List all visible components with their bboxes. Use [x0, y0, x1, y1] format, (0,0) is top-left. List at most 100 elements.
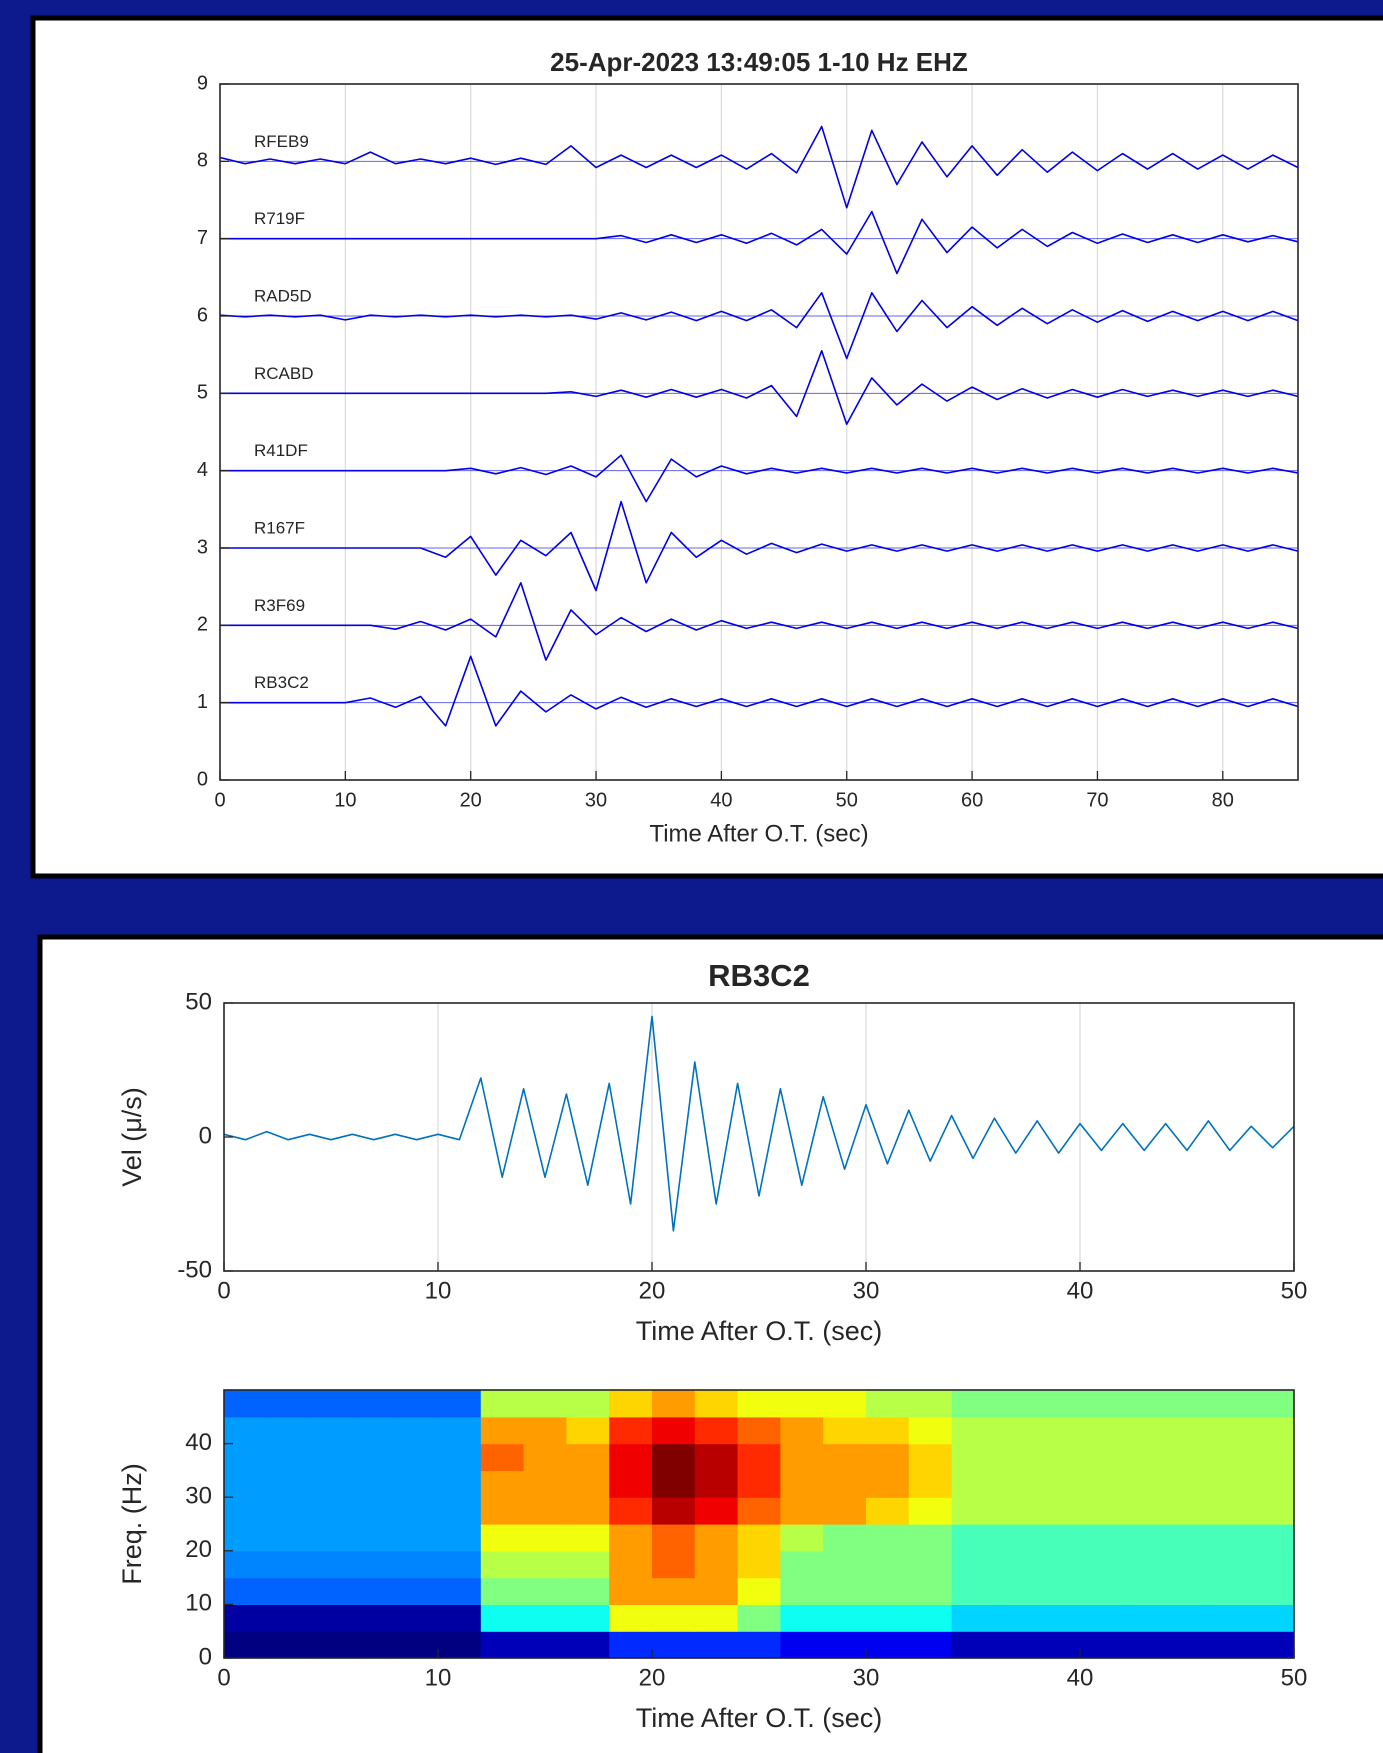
heatmap-cell	[1080, 1631, 1124, 1659]
heatmap-cell	[1037, 1497, 1081, 1525]
heatmap-cell	[1208, 1604, 1252, 1632]
heatmap-cell	[1165, 1577, 1209, 1605]
chart-title: RB3C2	[708, 958, 810, 993]
heatmap-cell	[1080, 1443, 1124, 1471]
heatmap-cell	[866, 1390, 910, 1418]
heatmap-cell	[866, 1604, 910, 1632]
heatmap-cell	[1208, 1497, 1252, 1525]
heatmap-cell	[1165, 1631, 1209, 1659]
heatmap-cell	[908, 1550, 953, 1579]
heatmap-cell	[1080, 1577, 1124, 1605]
heatmap-cell	[994, 1550, 1038, 1579]
heatmap-cell	[1037, 1524, 1081, 1552]
heatmap-cell	[866, 1443, 910, 1471]
heatmap-cell	[1037, 1604, 1081, 1632]
heatmap-cell	[566, 1631, 610, 1659]
x-axis-label: Time After O.T. (sec)	[649, 820, 868, 847]
x-tick-label: 40	[710, 789, 732, 811]
trace-label: R167F	[254, 518, 305, 537]
trace	[220, 350, 1299, 426]
heatmap-cell	[823, 1416, 867, 1445]
heatmap-cell	[609, 1416, 653, 1445]
heatmap-cell	[352, 1550, 396, 1579]
heatmap-cell	[1037, 1577, 1081, 1605]
x-tick-label: 0	[217, 1664, 230, 1691]
heatmap-cell	[1080, 1416, 1124, 1445]
heatmap-cell	[866, 1497, 910, 1525]
heatmap-cell	[694, 1443, 739, 1471]
heatmap-cell	[309, 1470, 353, 1498]
heatmap-cell	[480, 1497, 525, 1525]
heatmap-cell	[1165, 1470, 1209, 1498]
heatmap-cell	[309, 1631, 353, 1659]
heatmap-cell	[566, 1390, 610, 1418]
heatmap-cell	[823, 1604, 867, 1632]
heatmap-cell	[780, 1550, 824, 1579]
heatmap-cell	[395, 1470, 439, 1498]
heatmap-cell	[652, 1416, 696, 1445]
heatmap-cell	[224, 1470, 268, 1498]
heatmap-cell	[480, 1390, 525, 1418]
heatmap-cell	[908, 1604, 953, 1632]
heatmap-cell	[309, 1390, 353, 1418]
x-axis-label: Time After O.T. (sec)	[636, 1703, 883, 1733]
heatmap-cell	[994, 1443, 1038, 1471]
heatmap-cell	[780, 1470, 824, 1498]
x-tick-label: 80	[1212, 789, 1234, 811]
heatmap-cell	[908, 1577, 953, 1605]
heatmap-cell	[566, 1416, 610, 1445]
heatmap-cell	[438, 1577, 482, 1605]
heatmap-cell	[266, 1416, 311, 1445]
heatmap-cell	[1122, 1497, 1167, 1525]
heatmap-cell	[309, 1443, 353, 1471]
heatmap-cell	[780, 1390, 824, 1418]
x-tick-label: 40	[1067, 1277, 1094, 1304]
heatmap-cell	[951, 1524, 995, 1552]
heatmap-cell	[652, 1604, 696, 1632]
heatmap-cell	[866, 1416, 910, 1445]
heatmap-cell	[352, 1443, 396, 1471]
heatmap-cell	[652, 1577, 696, 1605]
heatmap-cell	[266, 1470, 311, 1498]
x-tick-label: 50	[836, 789, 858, 811]
heatmap-cell	[866, 1524, 910, 1552]
heatmap-cell	[1037, 1631, 1081, 1659]
trace-label: R719F	[254, 209, 305, 228]
heatmap-cell	[1165, 1524, 1209, 1552]
heatmap-cell	[994, 1524, 1038, 1552]
heatmap-cell	[951, 1550, 995, 1579]
heatmap-cell	[395, 1631, 439, 1659]
y-tick-label: 9	[197, 72, 208, 94]
heatmap-cell	[309, 1604, 353, 1632]
trace	[220, 655, 1299, 727]
heatmap-cell	[438, 1631, 482, 1659]
x-tick-label: 30	[585, 789, 607, 811]
y-axis-label: Vel (μ/s)	[117, 1087, 147, 1187]
heatmap-cell	[1165, 1416, 1209, 1445]
heatmap-cell	[523, 1390, 567, 1418]
heatmap-cell	[780, 1604, 824, 1632]
heatmap-cell	[737, 1524, 781, 1552]
heatmap-cell	[352, 1416, 396, 1445]
heatmap-cell	[908, 1631, 953, 1659]
heatmap-cell	[1208, 1470, 1252, 1498]
heatmap-cell	[1037, 1470, 1081, 1498]
heatmap-cell	[694, 1524, 739, 1552]
heatmap-cell	[823, 1524, 867, 1552]
heatmap-cell	[224, 1524, 268, 1552]
heatmap-cell	[780, 1497, 824, 1525]
y-tick-label: 0	[199, 1643, 212, 1670]
heatmap-cell	[266, 1524, 311, 1552]
heatmap-cell	[823, 1631, 867, 1659]
heatmap-cell	[438, 1416, 482, 1445]
heatmap-cell	[395, 1604, 439, 1632]
heatmap-cell	[652, 1443, 696, 1471]
heatmap-cell	[395, 1497, 439, 1525]
heatmap-cell	[266, 1497, 311, 1525]
heatmap-cell	[266, 1604, 311, 1632]
heatmap-cell	[523, 1577, 567, 1605]
heatmap-cell	[609, 1390, 653, 1418]
heatmap-cell	[609, 1631, 653, 1659]
heatmap-cell	[309, 1524, 353, 1552]
heatmap-cell	[1208, 1416, 1252, 1445]
